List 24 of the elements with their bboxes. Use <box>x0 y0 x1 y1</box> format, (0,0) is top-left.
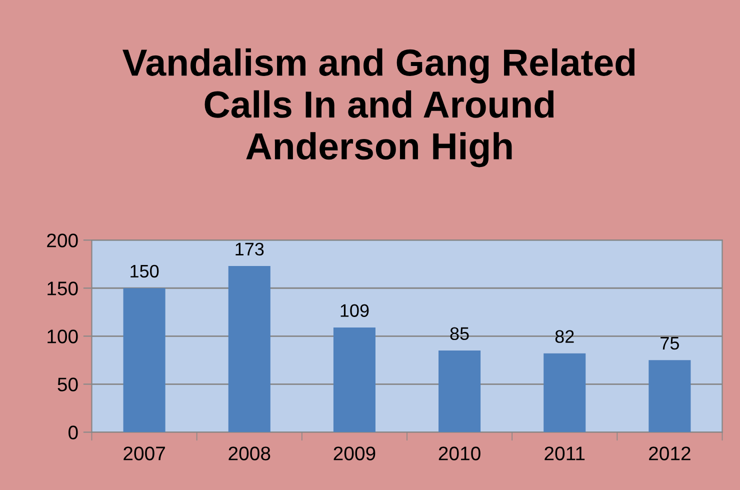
bar <box>123 288 166 432</box>
y-tick-label: 200 <box>47 234 78 248</box>
bar <box>544 353 586 432</box>
x-tick-label: 2007 <box>124 446 165 460</box>
bar <box>438 350 481 432</box>
data-label: 82 <box>555 330 574 343</box>
y-tick-label: 100 <box>48 330 78 344</box>
bar <box>333 327 376 432</box>
data-label: 109 <box>340 304 369 317</box>
x-tick-label: 2012 <box>649 446 690 460</box>
y-tick-label: 50 <box>58 378 78 392</box>
bar <box>648 360 691 432</box>
x-tick-label: 2008 <box>228 446 270 460</box>
y-tick-label: 150 <box>48 282 78 296</box>
data-label: 75 <box>660 337 679 350</box>
x-tick-label: 2009 <box>334 446 376 460</box>
data-label: 173 <box>236 242 264 256</box>
y-tick-label: 0 <box>68 426 78 440</box>
x-tick-label: 2010 <box>438 446 480 460</box>
bar <box>228 266 270 432</box>
data-label: 85 <box>450 327 469 340</box>
data-label: 150 <box>130 264 159 278</box>
x-tick-label: 2011 <box>544 446 585 460</box>
chart-title: Vandalism and Gang Related Calls In and Around Anderson High <box>122 48 635 168</box>
